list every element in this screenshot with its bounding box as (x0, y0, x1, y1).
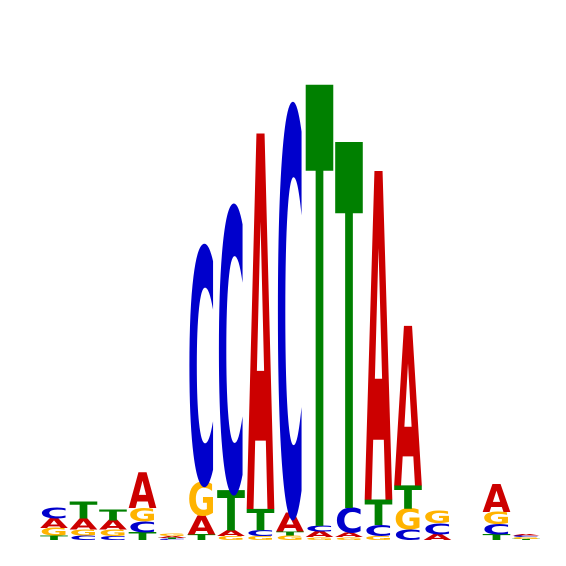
letter-T-pos-8: T (247, 504, 276, 538)
letter-T-pos-13: T (394, 479, 422, 517)
letter-G-pos-2: G (70, 528, 98, 537)
letter-A-pos-3: A (99, 518, 127, 533)
letter-C-pos-14: C (424, 520, 452, 538)
letter-A-pos-13: A (394, 282, 422, 537)
letter-T-pos-2: T (70, 497, 98, 524)
letter-T-pos-16: T (483, 533, 511, 542)
letter-C-pos-8: C (247, 529, 275, 538)
letter-T-pos-5: T (158, 538, 186, 540)
letter-G-pos-16: G (483, 509, 511, 528)
letter-C-pos-16: C (483, 521, 511, 538)
letter-G-pos-3: G (99, 528, 127, 538)
letter-T-pos-9: T (276, 531, 304, 537)
letter-T-pos-12: T (365, 493, 393, 533)
letter-T-pos-3: T (99, 506, 127, 524)
letter-A-pos-11: A (335, 531, 363, 538)
letter-T-pos-4: T (129, 531, 158, 543)
letter-C-pos-3: C (99, 535, 127, 541)
letter-G-pos-11: G (335, 536, 363, 541)
letter-A-pos-16: A (483, 476, 511, 521)
letter-T-pos-17: T (512, 539, 540, 541)
letter-A-pos-8: A (247, 32, 275, 566)
letter-T-pos-1: T (40, 534, 68, 541)
letter-A-pos-1: A (40, 516, 68, 531)
letter-C-pos-4: C (129, 518, 157, 536)
letter-C-pos-2: C (70, 534, 98, 541)
letter-G-pos-9: G (276, 534, 304, 542)
letter-T-pos-6: T (188, 533, 216, 542)
letter-A-pos-14: A (424, 533, 453, 542)
letter-G-pos-6: G (188, 475, 216, 527)
letter-G-pos-17: G (512, 537, 540, 540)
letter-G-pos-5: G (158, 533, 186, 538)
letter-A-pos-5: A (158, 536, 186, 539)
letter-C-pos-10: C (306, 525, 334, 534)
letter-A-pos-10: A (306, 530, 335, 539)
letter-T-pos-7: T (217, 481, 245, 545)
letter-A-pos-2: A (70, 515, 99, 533)
letter-G-pos-8: G (247, 535, 275, 541)
letter-C-pos-11: C (335, 503, 363, 541)
letter-C-pos-12: C (365, 522, 393, 540)
letter-C-pos-13: C (394, 527, 422, 544)
letter-G-pos-4: G (129, 505, 157, 525)
letter-C-pos-7: C (217, 131, 245, 566)
letter-A-pos-12: A (365, 82, 393, 566)
letter-T-pos-11: T (335, 43, 363, 566)
letter-G-pos-13: G (394, 504, 422, 537)
letter-C-pos-1: C (40, 504, 68, 522)
letter-A-pos-4: A (129, 464, 158, 521)
letter-C-pos-9: C (276, 0, 304, 566)
logo-column-14: ACG (424, 508, 453, 542)
letter-G-pos-7: G (217, 535, 245, 541)
letter-G-pos-14: G (424, 508, 452, 527)
letter-G-pos-12: G (365, 535, 393, 541)
letter-C-pos-17: C (512, 535, 540, 538)
letter-A-pos-6: A (188, 511, 217, 541)
letter-C-pos-6: C (188, 185, 216, 560)
letter-A-pos-17: A (512, 534, 540, 536)
letter-G-pos-1: G (40, 526, 68, 538)
letter-C-pos-5: C (158, 539, 186, 540)
letter-A-pos-7: A (217, 529, 246, 538)
letter-G-pos-10: G (306, 536, 334, 541)
letter-A-pos-9: A (276, 509, 305, 539)
letter-T-pos-10: T (306, 0, 334, 566)
